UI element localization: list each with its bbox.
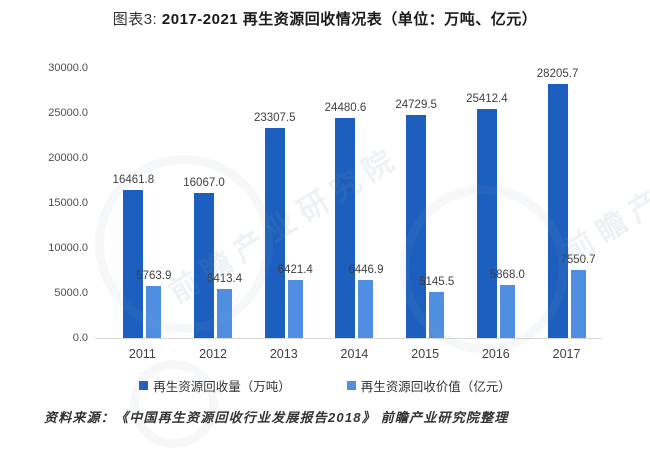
- source-note: 资料来源：《中国再生资源回收行业发展报告2018》 前瞻产业研究院整理: [44, 410, 509, 425]
- value-label: 28205.7: [536, 68, 579, 81]
- value-label: 16067.0: [183, 177, 225, 190]
- legend-entry-2: 再生资源回收价值（亿元）: [346, 376, 511, 395]
- value-label: 16461.8: [112, 173, 155, 186]
- legend: 再生资源回收量（万吨） 再生资源回收价值（亿元）: [0, 376, 650, 395]
- y-tick-label: 0.0: [72, 332, 88, 344]
- y-axis: 0.0 5000.0 10000.0 15000.0 20000.0 25000.0 300…: [28, 62, 88, 344]
- y-tick-label: 5000.0: [54, 287, 88, 299]
- bar-group-2012: 16067.0 5413.4 2012: [183, 68, 242, 361]
- bar-group-2014: 24480.6 6446.9 2014: [325, 68, 384, 361]
- bar-2012-series1: 16067.0: [183, 177, 225, 338]
- value-label: 6446.9: [348, 263, 384, 276]
- legend-entry-1: 再生资源回收量（万吨）: [139, 376, 291, 395]
- legend-swatch-icon: [139, 381, 149, 390]
- legend-label: 再生资源回收量（万吨）: [153, 380, 291, 394]
- y-tick-label: 20000.0: [48, 152, 88, 164]
- x-axis-label: 2012: [199, 347, 227, 361]
- bar-2014-series2: 6446.9: [348, 264, 384, 338]
- value-label: 24480.6: [324, 101, 367, 114]
- bar-2013-series2: 6421.4: [278, 264, 313, 338]
- x-axis-label: 2014: [340, 347, 369, 361]
- value-label: 25412.4: [466, 93, 508, 106]
- bar-2016-series1: 25412.4: [466, 93, 508, 338]
- title-main: 2017-2021 再生资源回收情况表（单位：万吨、亿元）: [161, 11, 538, 28]
- chart-title: 图表3: 2017-2021 再生资源回收情况表（单位：万吨、亿元）: [0, 8, 650, 29]
- y-tick-label: 10000.0: [48, 242, 88, 254]
- bar-2017-series2: 7550.7: [560, 254, 596, 338]
- x-axis-label: 2015: [411, 347, 440, 361]
- bar-2014-series1: 24480.6: [325, 102, 366, 338]
- bar-2013-series1: 23307.5: [254, 112, 296, 338]
- value-label: 5413.4: [206, 273, 243, 286]
- bar-2015-series2: 5145.5: [419, 276, 454, 338]
- bar-2016-series2: 5868.0: [490, 269, 525, 338]
- bar-group-2016: 25412.4 5868.0 2016: [466, 68, 525, 361]
- bar-group-2015: 24729.5 5145.5 2015: [395, 68, 454, 361]
- value-label: 5763.9: [136, 270, 172, 283]
- value-label: 24729.5: [395, 99, 437, 112]
- x-axis-label: 2017: [552, 347, 581, 361]
- value-label: 5868.0: [489, 269, 525, 282]
- value-label: 6421.4: [277, 264, 313, 277]
- x-axis-label: 2016: [481, 347, 510, 361]
- bar-2017-series1: 28205.7: [537, 68, 578, 338]
- bar-group-2017: 28205.7 7550.7 2017: [537, 68, 596, 361]
- bar-2012-series2: 5413.4: [207, 273, 242, 338]
- plot-area: 16461.8 5763.9 2011 16067.0 5413.4 2012 23307.…: [95, 68, 602, 361]
- value-label: 7550.7: [560, 254, 596, 267]
- x-axis-label: 2011: [128, 347, 156, 361]
- bar-2015-series1: 24729.5: [395, 99, 437, 338]
- value-label: 5145.5: [419, 275, 455, 288]
- legend-swatch-icon: [346, 381, 356, 390]
- bar-2011-series2: 5763.9: [136, 270, 171, 338]
- bar-2011-series1: 16461.8: [113, 174, 154, 338]
- y-tick-label: 25000.0: [48, 107, 88, 119]
- value-label: 23307.5: [253, 112, 296, 125]
- y-tick-label: 15000.0: [48, 197, 88, 209]
- watermark-logo-icon: [130, 360, 218, 448]
- bar-group-2013: 23307.5 6421.4 2013: [254, 68, 313, 361]
- legend-label: 再生资源回收价值（亿元）: [360, 380, 511, 394]
- y-tick-label: 30000.0: [48, 62, 88, 74]
- bar-group-2011: 16461.8 5763.9 2011: [113, 68, 172, 361]
- bar-groups: 16461.8 5763.9 2011 16067.0 5413.4 2012 23307.…: [95, 68, 602, 361]
- x-axis-label: 2013: [269, 347, 298, 361]
- title-prefix: 图表3:: [112, 11, 158, 28]
